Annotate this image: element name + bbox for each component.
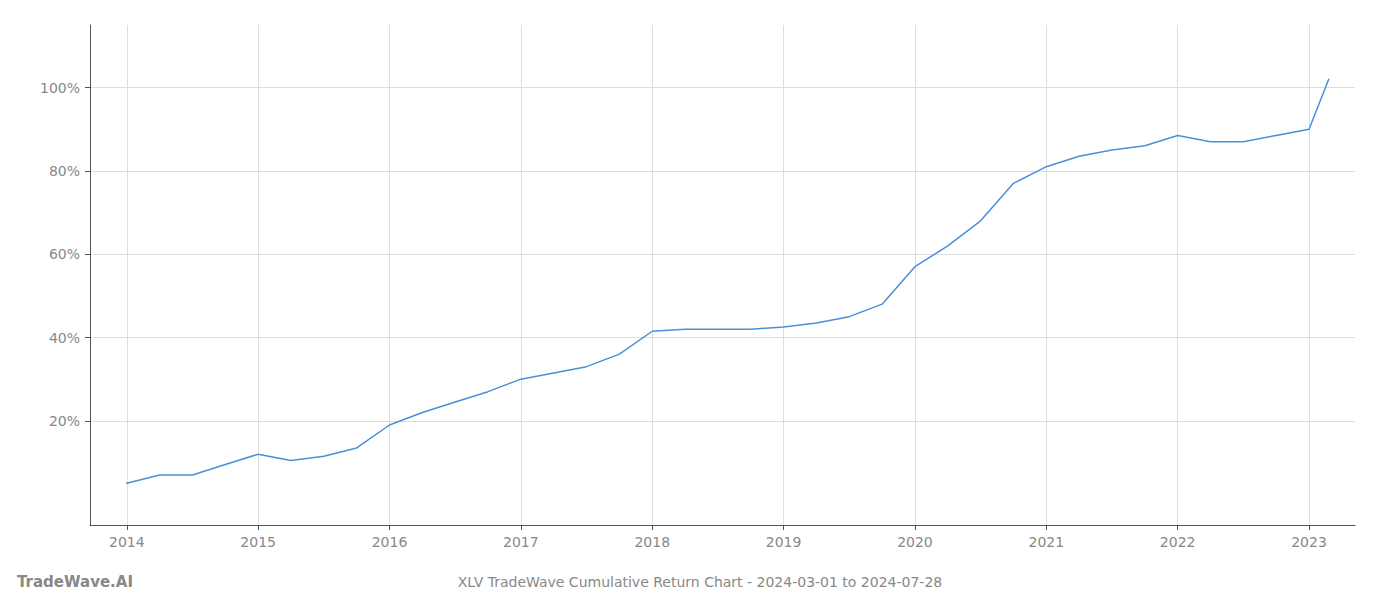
svg-text:2017: 2017 [503, 534, 539, 550]
svg-text:80%: 80% [49, 163, 80, 179]
svg-text:100%: 100% [40, 80, 80, 96]
svg-text:TradeWave.AI: TradeWave.AI [17, 573, 133, 591]
svg-text:2020: 2020 [897, 534, 933, 550]
svg-text:2016: 2016 [372, 534, 408, 550]
svg-text:2018: 2018 [634, 534, 670, 550]
svg-text:XLV TradeWave Cumulative Retur: XLV TradeWave Cumulative Return Chart - … [458, 574, 942, 590]
svg-text:2015: 2015 [240, 534, 276, 550]
svg-text:60%: 60% [49, 246, 80, 262]
svg-text:40%: 40% [49, 330, 80, 346]
svg-text:2022: 2022 [1160, 534, 1196, 550]
svg-text:2021: 2021 [1028, 534, 1064, 550]
svg-text:2019: 2019 [766, 534, 802, 550]
svg-text:2014: 2014 [109, 534, 145, 550]
svg-text:20%: 20% [49, 413, 80, 429]
svg-text:2023: 2023 [1291, 534, 1327, 550]
